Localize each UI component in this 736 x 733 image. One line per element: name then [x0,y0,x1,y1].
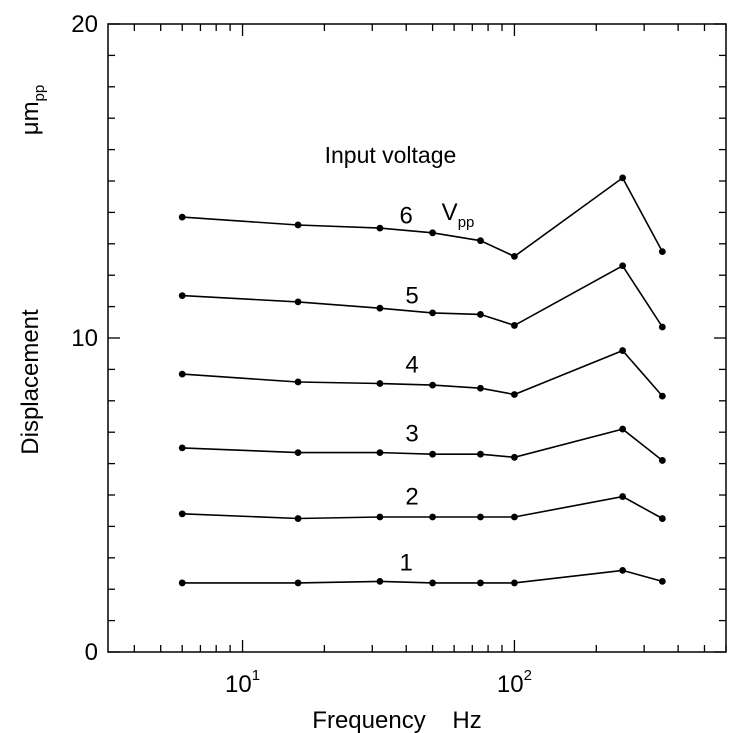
data-point-3-0 [178,444,186,452]
data-point-1-2 [376,577,384,585]
data-point-4-6 [619,347,627,354]
input-voltage-annotation: Input voltage [325,142,457,168]
data-point-5-0 [178,292,186,300]
data-point-3-7 [658,457,666,464]
series-line-6 [182,176,664,258]
x-tick-label-10: 101 [225,667,260,698]
series-label-1: 1 [400,549,413,576]
data-point-3-5 [511,453,518,461]
data-point-5-6 [619,262,627,270]
plot-frame [107,23,727,653]
series-line-3 [182,428,663,462]
data-point-6-0 [178,213,186,221]
data-point-4-2 [376,380,384,387]
data-point-5-3 [429,309,436,317]
series-label-2: 2 [405,483,418,510]
data-point-4-5 [511,391,518,398]
data-point-1-7 [658,577,666,585]
data-point-4-1 [294,378,302,386]
y-axis-label: Displacement μmpp [17,85,48,455]
data-point-2-2 [376,513,384,521]
data-point-5-7 [658,323,666,331]
data-point-1-3 [429,579,436,587]
series-points [178,174,666,587]
data-point-6-4 [477,237,484,245]
x-tick-label-100: 102 [497,667,532,698]
data-point-2-5 [511,513,518,521]
data-point-3-4 [477,450,484,458]
data-point-1-1 [294,579,302,587]
vpp-unit-annotation: Vpp [442,199,475,231]
y-tick-labels: 0 10 20 [71,11,98,666]
data-point-3-6 [619,425,627,433]
data-point-4-0 [178,370,186,378]
data-point-1-5 [511,579,518,587]
series-line-5 [182,264,664,328]
data-point-5-4 [477,311,484,318]
y-axis-label-unit: μmpp [17,85,48,136]
data-point-6-5 [511,252,518,260]
data-point-5-5 [511,322,518,329]
data-point-6-7 [658,248,666,256]
minor-ticks [108,24,727,652]
series-line-1 [182,569,663,584]
y-axis-label-main: Displacement [17,309,44,455]
data-point-4-7 [658,392,666,400]
major-ticks [108,23,726,653]
data-point-1-6 [619,566,627,574]
y-tick-label-10: 10 [71,325,98,352]
data-point-6-6 [619,174,627,182]
data-point-4-4 [477,384,484,392]
data-point-4-3 [429,381,436,389]
data-point-2-0 [178,510,186,518]
series-labels: 1 2 3 4 5 6 [400,202,419,576]
data-point-2-4 [477,513,484,521]
y-tick-label-0: 0 [85,639,98,666]
data-point-3-3 [429,450,436,458]
data-point-2-7 [658,515,666,522]
series-label-5: 5 [405,282,418,309]
data-point-3-1 [294,449,302,457]
data-point-2-3 [429,513,436,521]
data-point-1-0 [178,579,186,587]
data-point-1-4 [477,579,484,587]
data-point-2-1 [294,515,302,522]
data-point-6-1 [294,221,302,229]
series-lines [182,176,664,584]
data-point-5-2 [376,304,384,312]
series-label-6: 6 [400,202,413,229]
data-point-6-3 [429,229,436,237]
x-tick-labels: 101 102 [225,667,532,698]
x-axis-label: Frequency Hz [312,707,481,733]
series-label-3: 3 [405,421,418,448]
series-line-4 [182,349,664,397]
data-point-2-6 [619,493,627,500]
data-point-3-2 [376,449,384,457]
y-tick-label-20: 20 [71,11,98,38]
data-point-5-1 [294,298,302,306]
series-line-2 [182,495,663,520]
series-label-4: 4 [405,352,418,379]
data-point-6-2 [376,224,384,232]
